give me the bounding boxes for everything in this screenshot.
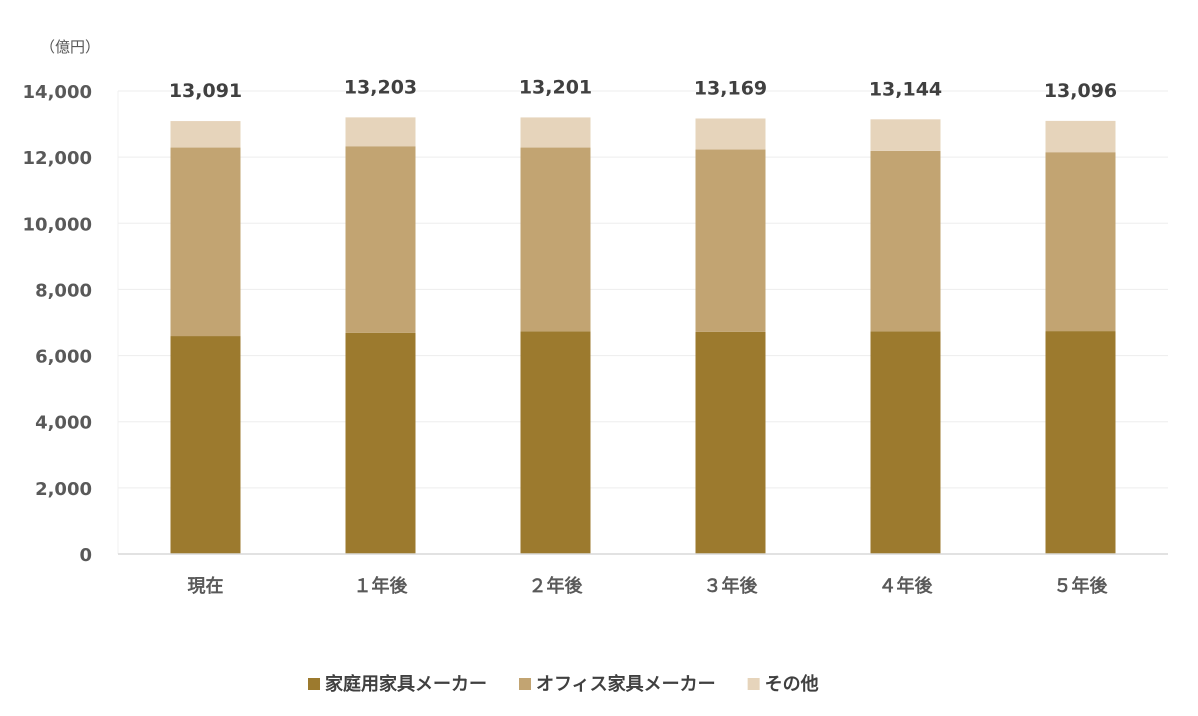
- legend-swatch: [747, 678, 760, 690]
- legend-label: その他: [765, 673, 819, 695]
- y-tick-label: 2,000: [35, 479, 92, 500]
- bar-segment: [695, 331, 766, 554]
- total-label: 13,096: [1044, 80, 1117, 102]
- total-label: 13,091: [169, 80, 242, 102]
- bar-segment: [345, 146, 416, 333]
- bar-segment: [870, 119, 941, 151]
- x-tick-label: ４年後: [879, 575, 934, 597]
- bar-segment: [870, 331, 941, 554]
- total-label: 13,203: [344, 76, 417, 98]
- total-label: 13,201: [519, 76, 592, 98]
- y-tick-label: 0: [79, 545, 92, 566]
- y-tick-label: 8,000: [35, 280, 92, 301]
- gridlines: [118, 90, 1168, 489]
- bar-segment: [695, 118, 766, 150]
- legend-swatch: [519, 678, 531, 690]
- bar-segment: [1045, 120, 1116, 153]
- bar-segment: [520, 147, 591, 332]
- bar-segment: [345, 117, 416, 147]
- bar-segment: [1045, 331, 1116, 554]
- unit-label: （億円）: [40, 38, 100, 56]
- legend-swatch: [308, 678, 320, 690]
- y-tick-label: 14,000: [23, 82, 92, 103]
- legend-label: オフィス家具メーカー: [536, 673, 716, 695]
- y-tick-label: 10,000: [23, 214, 92, 235]
- y-tick-label: 6,000: [35, 347, 92, 368]
- bar-segment: [520, 117, 591, 148]
- bars: [170, 117, 1116, 554]
- y-axis: 0 2,000 4,000 6,000 8,000 10,000 12,000 14,000: [23, 82, 119, 566]
- x-tick-label: １年後: [354, 575, 409, 597]
- total-labels: 13,091 13,203 13,201 13,169 13,144 13,096: [169, 76, 1117, 102]
- x-tick-label: 現在: [188, 575, 224, 597]
- total-label: 13,144: [869, 78, 942, 100]
- x-tick-label: ３年後: [704, 575, 759, 597]
- bar-segment: [345, 332, 416, 554]
- legend: 家庭用家具メーカー オフィス家具メーカー その他: [308, 673, 819, 695]
- y-tick-label: 12,000: [23, 148, 92, 169]
- bar-segment: [870, 150, 941, 332]
- bar-segment: [695, 149, 766, 332]
- legend-label: 家庭用家具メーカー: [325, 673, 487, 695]
- x-tick-label: ２年後: [529, 575, 584, 597]
- bar-segment: [1045, 152, 1116, 332]
- bar-segment: [520, 331, 591, 554]
- x-tick-label: ５年後: [1054, 575, 1109, 597]
- total-label: 13,169: [694, 77, 767, 99]
- bar-segment: [170, 121, 241, 148]
- y-tick-label: 4,000: [35, 413, 92, 434]
- x-axis: 現在 １年後 ２年後 ３年後 ４年後 ５年後: [118, 553, 1168, 597]
- bar-segment: [170, 336, 241, 554]
- bar-segment: [170, 147, 241, 337]
